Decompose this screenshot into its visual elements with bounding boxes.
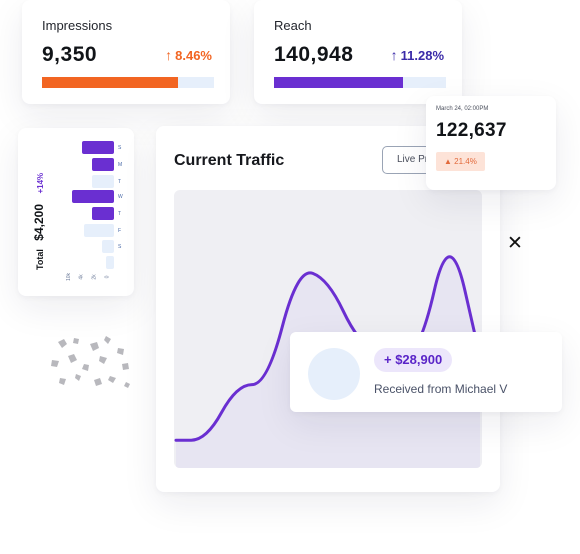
tick-label: 2k [91, 274, 98, 280]
payment-card: + $28,900 Received from Michael V [290, 332, 562, 412]
mini-bar [102, 240, 114, 253]
tick-label: 0 [104, 275, 111, 279]
impressions-value: 9,350 [42, 43, 98, 66]
mini-bar [106, 256, 114, 269]
day-label: T [118, 179, 122, 185]
triangle-up-icon: ▲ [444, 157, 452, 166]
traffic-chart-svg [174, 255, 482, 468]
reach-value: 140,948 [274, 43, 354, 66]
payment-description: Received from Michael V [374, 382, 508, 396]
impressions-progress-track [42, 77, 214, 88]
close-icon[interactable]: ✕ [507, 233, 523, 254]
avatar [308, 348, 360, 400]
day-label: M [118, 162, 123, 168]
scatter-shapes [51, 336, 130, 388]
highlight-badge: ▲ 21.4% [436, 152, 485, 171]
reach-delta-value: 11.28% [400, 47, 444, 63]
day-label: S [118, 244, 122, 250]
reach-delta: ↑ 11.28% [391, 47, 444, 63]
impressions-progress-fill [42, 77, 178, 88]
highlight-date: March 24, 02:00PM [436, 106, 489, 112]
mini-bar [92, 158, 114, 171]
day-label: T [118, 211, 122, 217]
decorative-scatter [51, 336, 130, 388]
reach-progress-track [274, 77, 446, 88]
total-delta: +14% [36, 172, 45, 194]
traffic-title: Current Traffic [174, 152, 285, 169]
reach-label: Reach [274, 18, 312, 33]
total-card: S M T W T F S 0 2k 4k 10k [18, 128, 134, 296]
arrow-up-icon: ↑ [165, 47, 173, 63]
tick-label: 10k [66, 272, 73, 282]
impressions-card: Impressions 9,350 ↑ 8.46% [22, 0, 230, 104]
total-value: $4,200 [32, 204, 46, 241]
highlight-value: 122,637 [436, 120, 507, 141]
current-traffic-card: Current Traffic Live Preview [156, 126, 500, 492]
mini-bar [82, 141, 114, 154]
mini-bar [84, 224, 114, 237]
arrow-up-icon: ↑ [390, 47, 398, 63]
impressions-label: Impressions [42, 18, 113, 33]
mini-bar [72, 190, 114, 203]
traffic-line [174, 255, 482, 442]
reach-card: Reach 140,948 ↑ 11.28% [254, 0, 462, 104]
mini-bar [92, 207, 114, 220]
total-summary: Total $4,200 +14% [30, 173, 48, 270]
day-label: W [118, 194, 123, 200]
mini-bar [92, 175, 114, 188]
day-label: S [118, 145, 122, 151]
tick-label: 4k [78, 274, 85, 280]
highlight-card: March 24, 02:00PM 122,637 ▲ 21.4% [426, 96, 556, 190]
highlight-badge-value: 21.4% [454, 157, 477, 166]
impressions-delta-value: 8.46% [175, 47, 212, 63]
total-label: Total [35, 249, 45, 270]
day-label: F [118, 228, 122, 234]
impressions-delta: ↑ 8.46% [165, 47, 212, 63]
reach-progress-fill [274, 77, 403, 88]
payment-amount: + $28,900 [374, 348, 453, 372]
traffic-chart [174, 190, 482, 468]
